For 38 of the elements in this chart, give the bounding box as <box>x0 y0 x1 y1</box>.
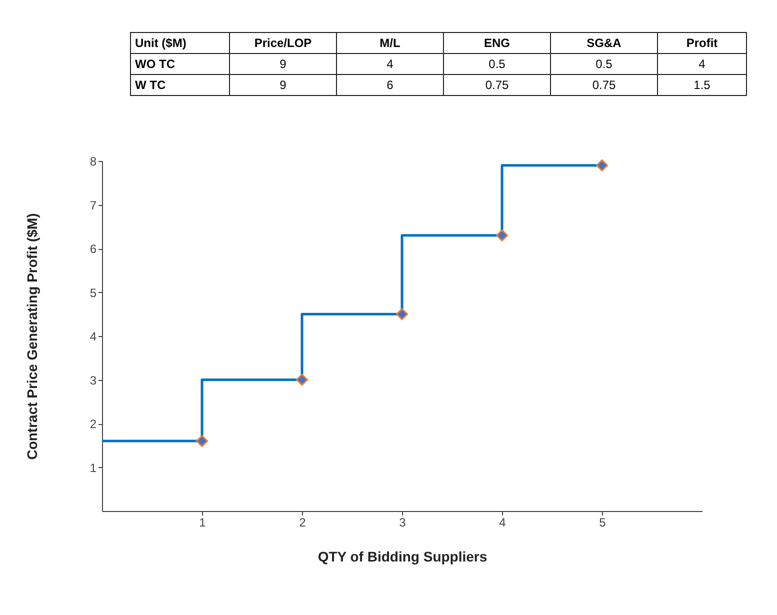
x-axis-title: QTY of Bidding Suppliers <box>318 548 488 564</box>
text: WO TC <box>130 54 230 74</box>
text: 0.5 <box>444 54 550 74</box>
x-tick-label: 2 <box>299 516 306 530</box>
x-tick-label: 1 <box>199 516 206 530</box>
y-tick-label: 3 <box>90 373 97 388</box>
text: 0.5 <box>550 54 658 74</box>
text: SG&A <box>550 32 658 54</box>
point <box>196 435 208 447</box>
y-axis-title: Contract Price Generating Profit ($M) <box>24 213 40 460</box>
text: 9 <box>230 54 336 74</box>
text: 9 <box>230 74 336 96</box>
y-tick-label: 4 <box>90 330 97 344</box>
point <box>496 229 508 242</box>
point <box>596 159 608 172</box>
text: 4 <box>658 54 746 74</box>
point <box>396 308 408 320</box>
point <box>296 374 308 386</box>
text: W TC <box>130 74 230 96</box>
text: Price/LOP <box>230 32 336 54</box>
x-tick-label: 4 <box>499 516 506 530</box>
y-tick-label: 5 <box>90 286 97 300</box>
text: Profit <box>658 32 746 54</box>
text: Unit ($M) <box>130 32 230 54</box>
text: 4 <box>336 54 444 74</box>
x-tick-label: 5 <box>599 516 606 530</box>
y-tick-label: 6 <box>90 242 97 256</box>
y-tick-label: 8 <box>90 154 97 168</box>
text: 1.5 <box>658 74 746 96</box>
y-tick-label: 2 <box>90 417 97 431</box>
x-tick-label: 3 <box>399 516 406 530</box>
text: 0.75 <box>550 74 658 96</box>
text: 6 <box>336 74 444 96</box>
y-tick-label: 1 <box>90 460 97 475</box>
text: M/L <box>336 32 444 54</box>
y-tick-label: 7 <box>90 198 97 212</box>
text: ENG <box>444 32 550 54</box>
text: 0.75 <box>444 74 550 96</box>
